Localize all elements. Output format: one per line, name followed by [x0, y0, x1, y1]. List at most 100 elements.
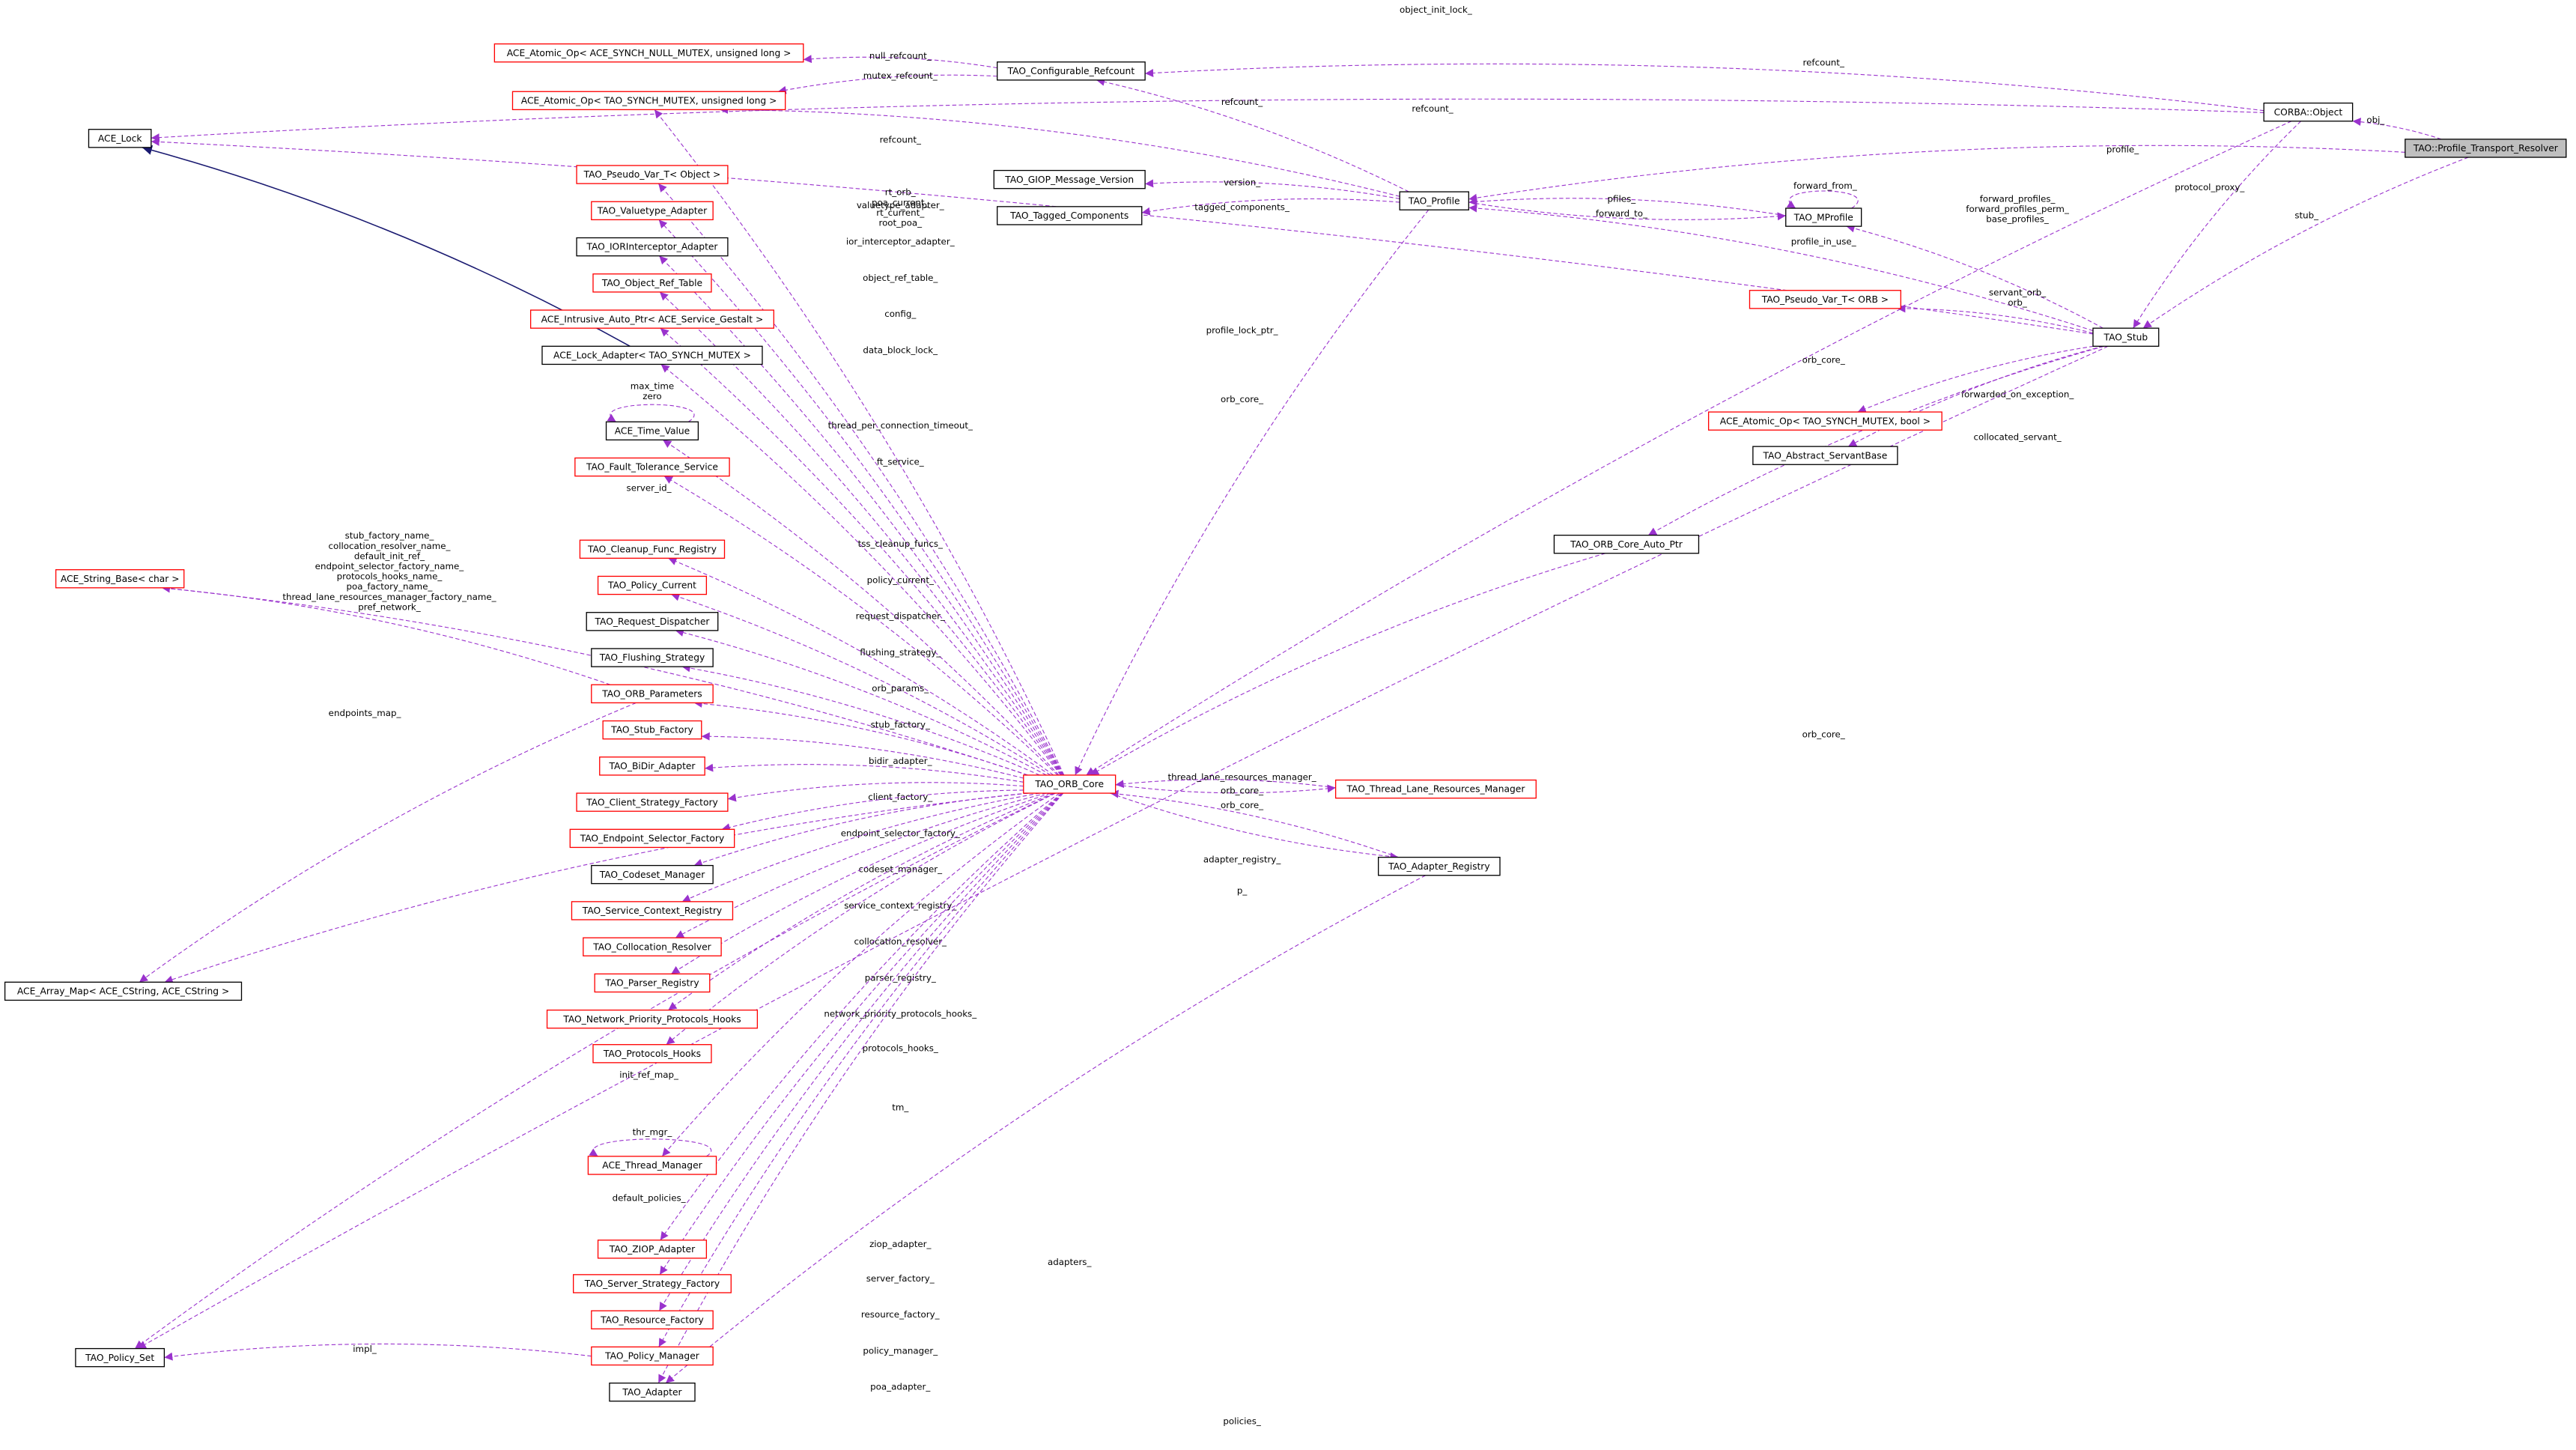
edge-label: collocation_resolver_: [854, 936, 947, 947]
edge-label: endpoints_map_: [329, 708, 402, 718]
class-box: [573, 1274, 732, 1293]
edge-label: refcount_: [1412, 103, 1453, 114]
edge-label: tm_: [892, 1102, 909, 1113]
edge-label: profile_: [2106, 145, 2139, 155]
class-name: TAO_Codeset_Manager: [599, 870, 706, 880]
edge-label: bidir_adapter_: [869, 756, 933, 766]
class-name: TAO_ORB_Core_Auto_Ptr: [1570, 539, 1683, 550]
class-name: TAO_ORB_Core: [1034, 779, 1104, 789]
edge-label: thread_lane_resources_manager_: [1167, 772, 1316, 783]
class-box: [529, 309, 774, 329]
edge-label: servant_orb_: [1989, 288, 2047, 298]
collaboration-edge: [777, 74, 997, 94]
collaboration-edge: [668, 557, 1054, 776]
edge-label: request_dispatcher_: [856, 611, 946, 622]
class-box: [4, 981, 243, 1001]
class-name: TAO_Cleanup_Func_Registry: [587, 544, 717, 554]
collaboration-edge: [658, 792, 1063, 1311]
class-box: [591, 684, 714, 704]
class-name: TAO_Stub: [2103, 332, 2148, 342]
edge-label: orb_core_: [1221, 394, 1264, 404]
collaboration-edge: [1115, 779, 1336, 789]
class-box: [1752, 446, 1898, 465]
collaboration-edge: [693, 699, 1028, 776]
edge-label: tss_cleanup_funcs_: [858, 539, 944, 549]
class-name: TAO_Client_Strategy_Factory: [586, 797, 718, 807]
class-box: [1399, 191, 1469, 210]
class-name: ACE_Time_Value: [615, 425, 690, 436]
edge-label: init_ref_map_: [619, 1070, 679, 1080]
class-box: [592, 1044, 712, 1064]
collaboration-edge: [2352, 118, 2442, 140]
edge-label: orb_core_: [1802, 729, 1846, 740]
class-box: [569, 828, 735, 849]
class-name: TAO_Request_Dispatcher: [595, 616, 711, 627]
class-name: TAO_Endpoint_Selector_Factory: [580, 834, 725, 844]
class-box: [583, 937, 722, 956]
class-box: [592, 273, 712, 293]
class-name: TAO_Stub_Factory: [610, 725, 693, 735]
class-name: TAO_ORB_Parameters: [601, 688, 702, 699]
collaboration-edge: [668, 792, 1054, 1011]
edge-label: resource_factory_: [861, 1309, 941, 1320]
collaboration-edge: [1468, 201, 1786, 221]
class-box: [1707, 411, 1942, 431]
collaboration-edge: [2133, 121, 2301, 329]
edge-label: policy_current_: [867, 574, 935, 585]
class-name: CORBA::Object: [2274, 107, 2343, 118]
edge-label: orb_: [2008, 297, 2028, 308]
collaboration-edge: [1090, 553, 1606, 776]
class-name: TAO_Policy_Current: [607, 580, 696, 591]
class-name: TAO_Policy_Manager: [604, 1351, 700, 1362]
nodes: TAO::Profile_Transport_Resolver CORBA::Ob…: [4, 43, 2567, 1402]
collaboration-edge: [1096, 77, 1409, 192]
collaboration-edge: [164, 1343, 592, 1361]
collaboration-edge: [1115, 784, 1336, 794]
class-name: TAO_Pseudo_Var_T< ORB >: [1761, 294, 1889, 305]
class-name: ACE_Thread_Manager: [602, 1160, 702, 1171]
class-name: TAO_BiDir_Adapter: [608, 761, 696, 771]
class-name: ACE_Lock_Adapter< TAO_SYNCH_MUTEX >: [553, 351, 751, 361]
class-name: TAO_Abstract_ServantBase: [1763, 450, 1888, 461]
edge-label: root_poa_: [878, 217, 923, 228]
class-box: [602, 720, 702, 740]
collaboration-edge: [589, 1138, 712, 1157]
collaboration-edge: [675, 628, 1047, 776]
edge-label: null_refcount_: [869, 51, 932, 61]
edge-label: orb_core_: [1221, 800, 1264, 810]
edge-label: impl_: [353, 1344, 377, 1354]
collaboration-edge: [657, 183, 1064, 776]
edge-label: poa_adapter_: [870, 1382, 931, 1392]
edge-label: object_init_lock_: [1400, 4, 1473, 15]
edge-label: thread_lane_resources_manager_factory_na…: [282, 592, 496, 602]
class-box: [609, 1382, 696, 1402]
collaboration-edge: [663, 476, 1058, 776]
collaboration-edge: [1145, 179, 1400, 199]
edge-label: rt_orb_: [885, 187, 917, 198]
edge-label: adapter_registry_: [1203, 854, 1282, 864]
edge-label: thr_mgr_: [633, 1127, 673, 1138]
collaboration-edge: [658, 219, 1063, 776]
class-box: [594, 973, 711, 993]
edge-label: base_profiles_: [1986, 214, 2050, 225]
class-name: TAO_Object_Ref_Table: [601, 278, 702, 288]
class-name: TAO_Thread_Lane_Resources_Manager: [1346, 784, 1526, 795]
class-name: ACE_Atomic_Op< TAO_SYNCH_MUTEX, bool >: [1720, 416, 1931, 426]
class-box: [579, 539, 726, 559]
edge-label: codeset_manager_: [858, 864, 943, 875]
class-name: TAO_Flushing_Strategy: [599, 652, 705, 663]
edge-label: version_: [1224, 178, 1261, 188]
class-box: [576, 237, 729, 257]
class-name: TAO_Profile: [1408, 195, 1460, 206]
edge-label: config_: [884, 309, 917, 319]
collaboration-edge: [1647, 345, 2104, 536]
edge-label: protocols_hooks_name_: [337, 571, 443, 582]
class-name: TAO::Profile_Transport_Resolver: [2413, 143, 2559, 154]
edge-label: refcount_: [1803, 57, 1845, 67]
class-box: [511, 91, 786, 111]
class-name: TAO_ZIOP_Adapter: [609, 1244, 696, 1255]
collaboration-edge: [727, 782, 1024, 802]
collaboration-edge: [666, 792, 1056, 1046]
class-name: ACE_Lock: [98, 133, 142, 144]
